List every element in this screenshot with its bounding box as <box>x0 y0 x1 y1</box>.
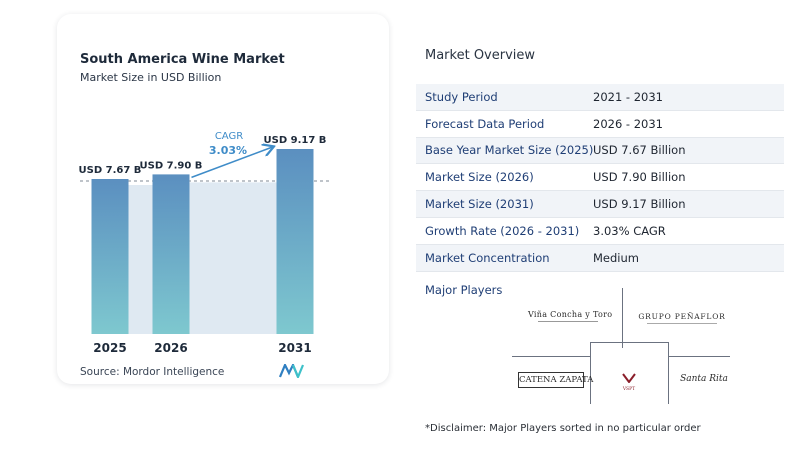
overview-row: Study Period 2021 - 2031 <box>416 84 784 111</box>
overview-row: Base Year Market Size (2025) USD 7.67 Bi… <box>416 137 784 165</box>
logo-text: Santa Rita <box>680 374 728 384</box>
bar-2026 <box>152 174 190 334</box>
x-tick-label: 2026 <box>154 341 187 355</box>
cagr-arrow <box>191 147 273 179</box>
divider <box>512 356 590 357</box>
overview-row: Market Size (2026) USD 7.90 Billion <box>416 164 784 192</box>
bar-2025 <box>91 179 129 334</box>
divider <box>622 288 623 348</box>
vsp-mark-icon <box>622 373 636 384</box>
source-note: Source: Mordor Intelligence <box>80 366 225 378</box>
overview-value: Medium <box>593 250 639 265</box>
overview-label: Forecast Data Period <box>425 116 545 131</box>
overview-label: Market Concentration <box>425 250 550 265</box>
chart-title: South America Wine Market <box>80 52 285 67</box>
logo-concha-y-toro: Viña Concha y Toro <box>528 310 612 322</box>
data-label: USD 9.17 B <box>264 135 327 146</box>
logo-text: Catena Zapata <box>519 375 594 385</box>
cagr-label: CAGR <box>215 131 243 142</box>
divider <box>668 356 730 357</box>
overview-row: Market Size (2031) USD 9.17 Billion <box>416 191 784 218</box>
major-players-title: Major Players <box>425 283 503 297</box>
logo-grupo-penaflor: Grupo Peñaflor <box>632 312 732 324</box>
overview-value: 3.03% CAGR <box>593 223 666 238</box>
divider <box>668 342 669 404</box>
logo-vsp: VSPT <box>614 368 644 392</box>
overview-row: Growth Rate (2026 - 2031) 3.03% CAGR <box>416 218 784 245</box>
logo-text: VSPT <box>622 387 636 392</box>
data-label: USD 7.90 B <box>140 160 203 171</box>
overview-label: Study Period <box>425 89 498 104</box>
chart-subtitle: Market Size in USD Billion <box>80 71 222 84</box>
logo-rule <box>647 323 717 324</box>
overview-label: Growth Rate (2026 - 2031) <box>425 223 580 238</box>
overview-value: USD 7.67 Billion <box>593 143 686 158</box>
logo-text: Viña Concha y Toro <box>528 310 613 319</box>
overview-value: USD 9.17 Billion <box>593 197 686 212</box>
cagr-value: 3.03% <box>209 144 247 157</box>
overview-label: Market Size (2026) <box>425 170 534 185</box>
overview-label: Market Size (2031) <box>425 197 534 212</box>
forecast-band <box>189 182 277 334</box>
logo-rule <box>538 321 598 322</box>
divider <box>590 342 591 404</box>
bar-2031 <box>276 149 314 334</box>
overview-value: 2021 - 2031 <box>593 89 663 104</box>
logo-santa-rita: Santa Rita <box>680 374 728 384</box>
overview-value: 2026 - 2031 <box>593 116 663 131</box>
overview-label: Base Year Market Size (2025) <box>425 143 594 158</box>
logo-catena-zapata: Catena Zapata <box>518 372 593 388</box>
x-tick-label: 2025 <box>93 341 126 355</box>
overview-title: Market Overview <box>425 48 536 63</box>
overview-table: Study Period 2021 - 2031 Forecast Data P… <box>416 84 784 272</box>
overview-value: USD 7.90 Billion <box>593 170 686 185</box>
divider <box>590 342 668 343</box>
disclaimer: *Disclaimer: Major Players sorted in no … <box>425 423 701 434</box>
logo-text: Grupo Peñaflor <box>638 312 726 321</box>
overview-row: Market Concentration Medium <box>416 244 784 272</box>
data-label: USD 7.67 B <box>79 165 142 176</box>
overview-row: Forecast Data Period 2026 - 2031 <box>416 111 784 138</box>
mordor-logo-icon <box>279 364 305 378</box>
major-players-grid: Viña Concha y Toro Grupo Peñaflor Catena… <box>508 288 748 408</box>
gap-band <box>128 185 153 334</box>
x-tick-label: 2031 <box>278 341 311 355</box>
